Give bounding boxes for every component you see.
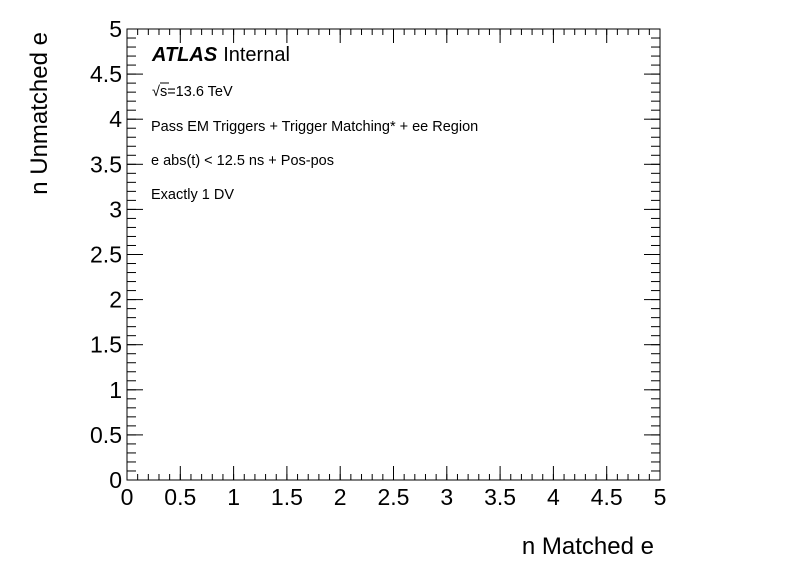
- x-tick-label: 2.5: [378, 484, 410, 510]
- cut-label: e abs(t) < 12.5 ns + Pos-pos: [151, 153, 334, 169]
- y-tick-label: 4.5: [90, 61, 122, 87]
- y-tick-label: 3: [109, 196, 122, 222]
- y-tick-label: 1.5: [90, 332, 122, 358]
- x-axis-title: n Matched e: [522, 533, 654, 560]
- energy-label: √s=13.6 TeV: [152, 84, 233, 100]
- x-tick-label: 2: [334, 484, 347, 510]
- x-tick-label: 4.5: [591, 484, 623, 510]
- axis-ticks: [126, 28, 661, 481]
- y-tick-label: 5: [109, 16, 122, 42]
- x-tick-label: 5: [654, 484, 667, 510]
- x-tick-label: 1.5: [271, 484, 303, 510]
- y-tick-label: 2.5: [90, 242, 122, 268]
- x-tick-label: 1: [227, 484, 240, 510]
- y-tick-label: 0.5: [90, 422, 122, 448]
- x-tick-label: 0.5: [164, 484, 196, 510]
- selection-label: Pass EM Triggers + Trigger Matching* + e…: [151, 119, 478, 135]
- category-label: Exactly 1 DV: [151, 187, 234, 203]
- sqrt-symbol: √: [152, 84, 160, 100]
- y-tick-label: 1: [109, 377, 122, 403]
- x-tick-label: 0: [121, 484, 134, 510]
- y-axis-title: n Unmatched e: [26, 32, 53, 195]
- x-tick-label: 3: [440, 484, 453, 510]
- y-tick-label: 4: [109, 106, 122, 132]
- y-tick-labels: 0 0.5 1 1.5 2 2.5 3 3.5 4 4.5 5: [90, 16, 122, 493]
- y-tick-label: 3.5: [90, 151, 122, 177]
- y-tick-label: 0: [109, 467, 122, 493]
- x-tick-label: 3.5: [484, 484, 516, 510]
- x-tick-labels: 0 0.5 1 1.5 2 2.5 3 3.5 4 4.5 5: [121, 484, 667, 510]
- x-tick-label: 4: [547, 484, 560, 510]
- y-tick-label: 2: [109, 287, 122, 313]
- atlas-label: ATLAS Internal: [151, 44, 290, 66]
